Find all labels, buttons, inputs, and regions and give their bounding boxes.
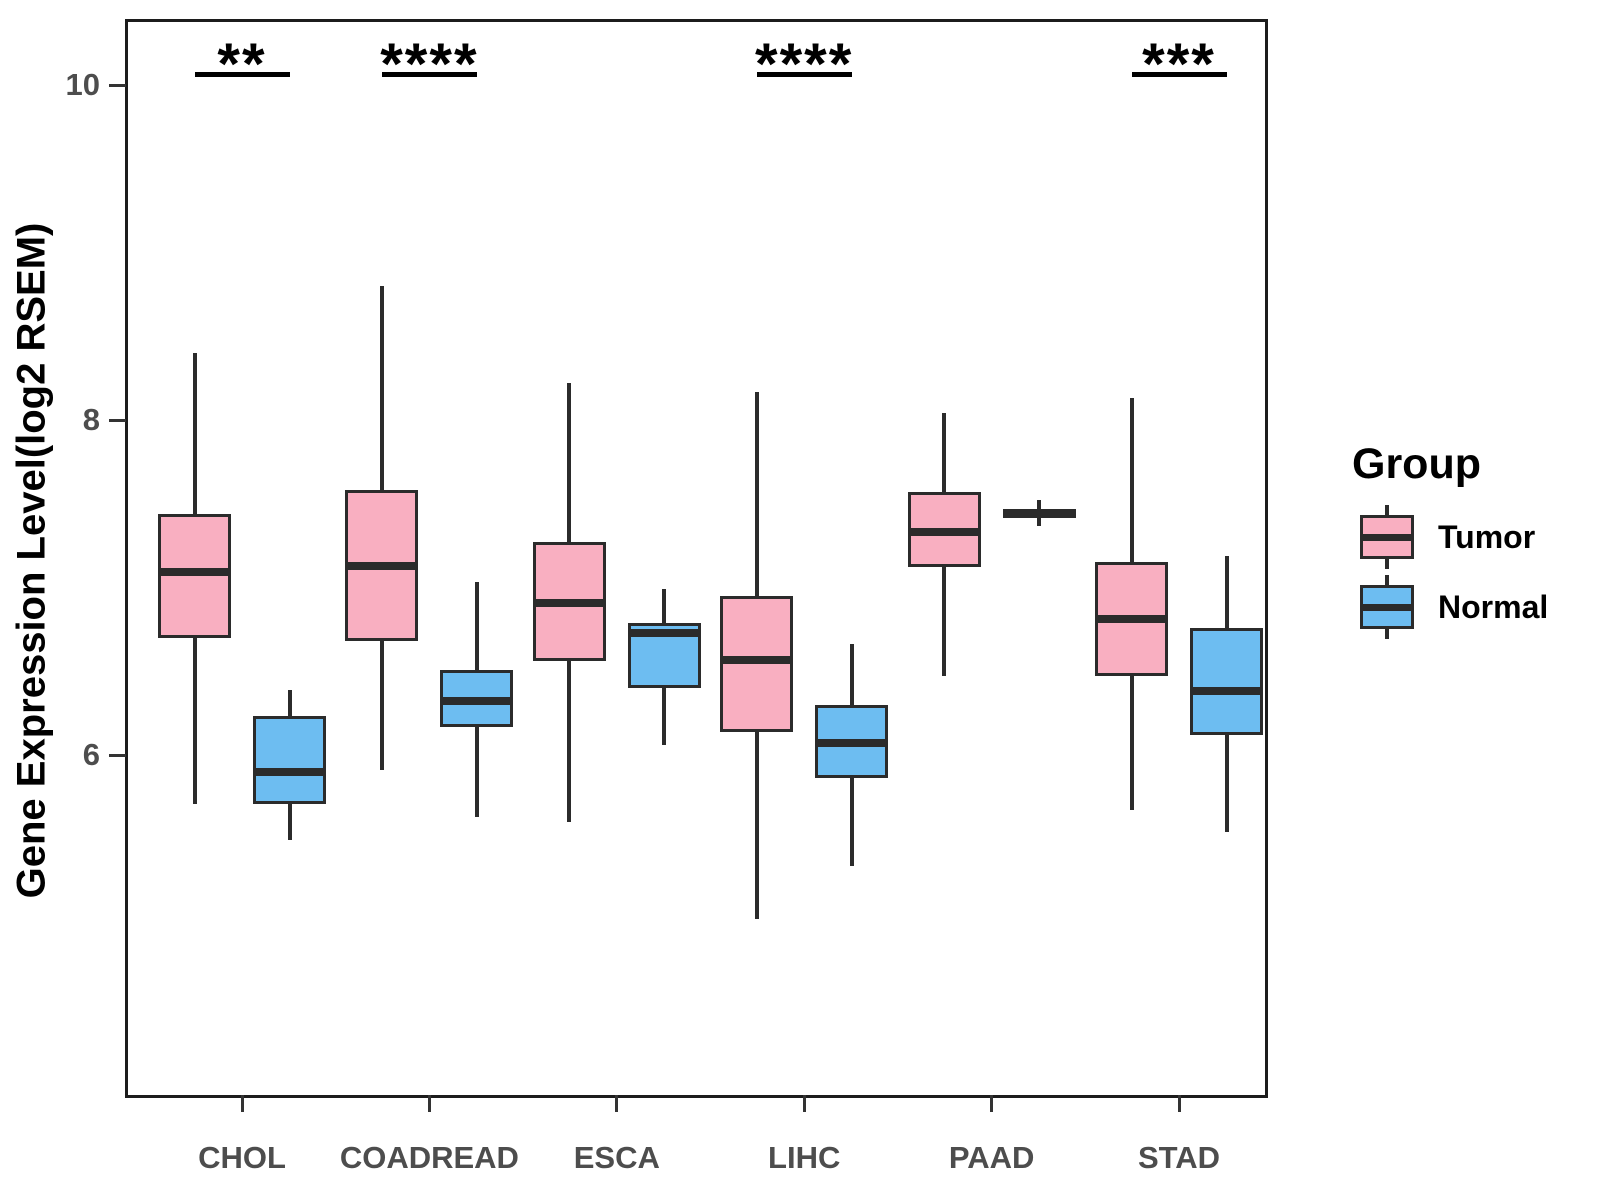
significance-label-COADREAD: **** [380, 32, 479, 97]
normal-STAD-box [1190, 627, 1263, 735]
glyph-upper-whisker [1385, 505, 1389, 515]
legend-boxplot-glyph-normal [1360, 575, 1414, 639]
normal-COADREAD-median-line [440, 697, 514, 706]
legend-title: Group [1352, 440, 1481, 488]
x-tick-label-CHOL: CHOL [198, 1140, 286, 1175]
normal-STAD-median-line [1190, 687, 1263, 696]
x-tick-mark-STAD [1177, 1095, 1181, 1112]
normal-PAAD-median-line [1002, 509, 1076, 518]
tumor-PAAD-median-line [907, 528, 981, 537]
x-tick-label-ESCA: ESCA [573, 1140, 660, 1175]
y-tick-label-6: 6 [82, 737, 100, 772]
glyph-lower-whisker [1385, 559, 1389, 569]
y-tick-label-10: 10 [65, 67, 100, 102]
y-tick-mark-10 [109, 83, 126, 87]
glyph-lower-whisker [1385, 629, 1389, 639]
significance-label-STAD: *** [1142, 32, 1216, 97]
y-axis-title: Gene Expression Level(log2 RSEM) [9, 222, 54, 899]
x-tick-label-LIHC: LIHC [768, 1140, 841, 1175]
legend-boxplot-glyph-tumor [1360, 505, 1414, 569]
x-tick-label-STAD: STAD [1137, 1140, 1221, 1175]
tumor-LIHC-median-line [720, 655, 794, 664]
significance-label-CHOL: ** [217, 32, 267, 97]
significance-bar-LIHC [756, 72, 852, 77]
significance-label-LIHC: **** [755, 32, 854, 97]
normal-CHOL-box [253, 716, 326, 804]
y-tick-mark-6 [109, 753, 126, 757]
glyph-median-line [1360, 534, 1414, 541]
normal-ESCA-median-line [627, 628, 701, 637]
legend-label-tumor: Tumor [1438, 519, 1536, 555]
tumor-LIHC-box [720, 595, 794, 732]
significance-bar-COADREAD [381, 72, 477, 77]
y-tick-mark-8 [109, 418, 126, 422]
significance-bar-CHOL [194, 72, 290, 77]
normal-LIHC-median-line [815, 739, 889, 748]
significance-bar-STAD [1131, 72, 1227, 77]
y-tick-label-8: 8 [82, 402, 100, 437]
x-tick-label-COADREAD: COADREAD [339, 1140, 519, 1175]
x-tick-mark-COADREAD [427, 1095, 431, 1112]
tumor-CHOL-median-line [158, 568, 231, 577]
glyph-upper-whisker [1385, 575, 1389, 585]
x-tick-mark-LIHC [802, 1095, 806, 1112]
tumor-COADREAD-median-line [345, 561, 419, 570]
tumor-STAD-median-line [1095, 615, 1168, 624]
x-tick-mark-PAAD [990, 1095, 994, 1112]
x-tick-mark-CHOL [240, 1095, 244, 1112]
x-tick-label-PAAD: PAAD [948, 1140, 1035, 1175]
tumor-ESCA-median-line [532, 598, 606, 607]
legend-label-normal: Normal [1438, 589, 1549, 625]
plot-panel [125, 19, 1268, 1098]
legend-item-normal: Normal [1330, 575, 1590, 645]
normal-CHOL-median-line [253, 767, 326, 776]
x-tick-mark-ESCA [615, 1095, 619, 1112]
glyph-median-line [1360, 604, 1414, 611]
legend-item-tumor: Tumor [1330, 505, 1590, 575]
